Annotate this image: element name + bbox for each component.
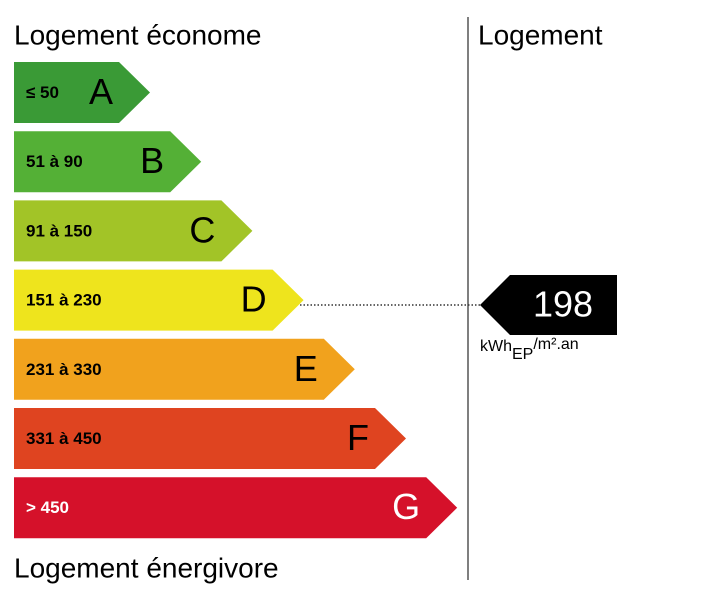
unit-main: kWh	[480, 338, 512, 355]
class-letter: C	[189, 209, 215, 250]
class-range: 151 à 230	[26, 291, 102, 310]
class-range: > 450	[26, 498, 69, 517]
right-title: Logement	[478, 19, 603, 50]
unit-sub: EP	[512, 346, 533, 363]
class-range: 331 à 450	[26, 429, 102, 448]
class-bar	[14, 408, 406, 469]
class-bar	[14, 269, 304, 331]
class-bar	[14, 338, 355, 400]
class-range: 231 à 330	[26, 360, 102, 379]
class-letter: D	[241, 279, 267, 320]
class-bar	[14, 477, 458, 539]
class-bar	[14, 62, 150, 123]
class-range: 91 à 150	[26, 221, 92, 240]
class-letter: F	[347, 417, 369, 458]
class-bar	[14, 200, 253, 262]
indicator-unit: kWhEP/m².an	[480, 336, 579, 363]
indicator-arrow	[480, 275, 617, 335]
indicator-value: 198	[533, 284, 593, 325]
class-letter: E	[294, 348, 318, 389]
unit-sup: /m².an	[533, 336, 578, 353]
class-range: ≤ 50	[26, 83, 59, 102]
class-letter: B	[140, 140, 164, 181]
top-title: Logement économe	[14, 19, 262, 50]
class-letter: A	[89, 71, 113, 112]
class-letter: G	[392, 486, 420, 527]
class-bar	[14, 131, 202, 193]
class-range: 51 à 90	[26, 152, 83, 171]
bottom-title: Logement énergivore	[14, 552, 279, 583]
